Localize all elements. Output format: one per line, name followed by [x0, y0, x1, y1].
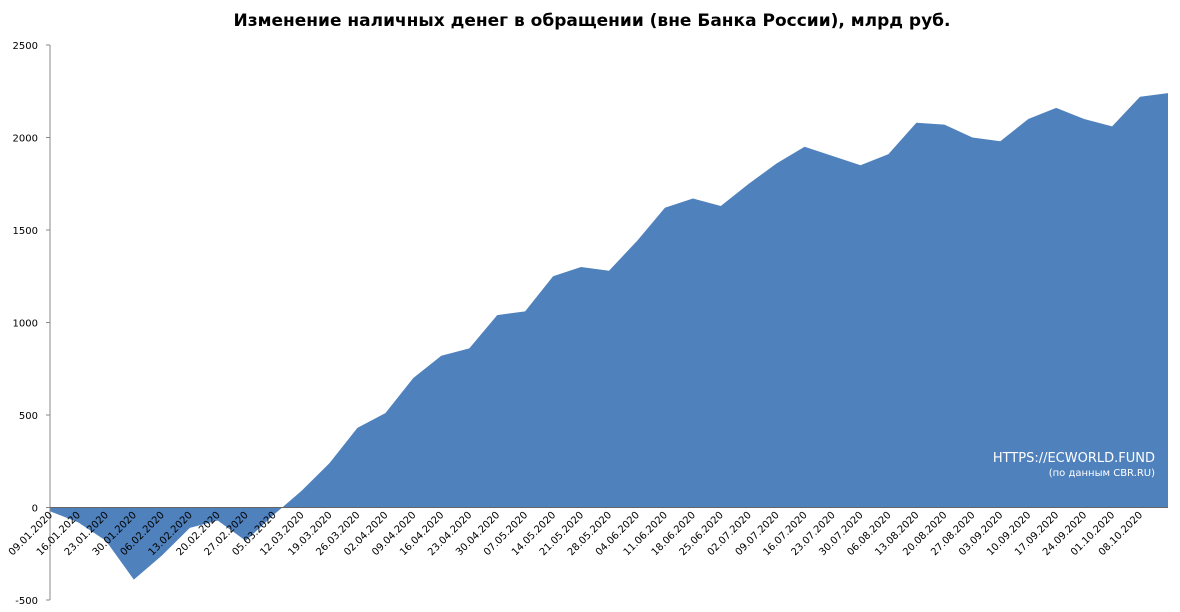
y-tick-label: -500	[15, 596, 38, 607]
watermark-source: (по данным CBR.RU)	[1049, 468, 1155, 479]
y-tick-label: 1000	[13, 319, 38, 330]
y-tick-label: 2000	[13, 134, 38, 145]
y-tick-label: 1500	[13, 226, 38, 237]
y-tick-label: 0	[32, 504, 38, 515]
area	[50, 93, 1168, 580]
chart-title: Изменение наличных денег в обращении (вн…	[233, 11, 950, 31]
watermark: HTTPS://ECWORLD.FUND	[993, 451, 1155, 466]
y-tick-label: 500	[19, 411, 38, 422]
y-tick-label: 2500	[13, 41, 38, 52]
